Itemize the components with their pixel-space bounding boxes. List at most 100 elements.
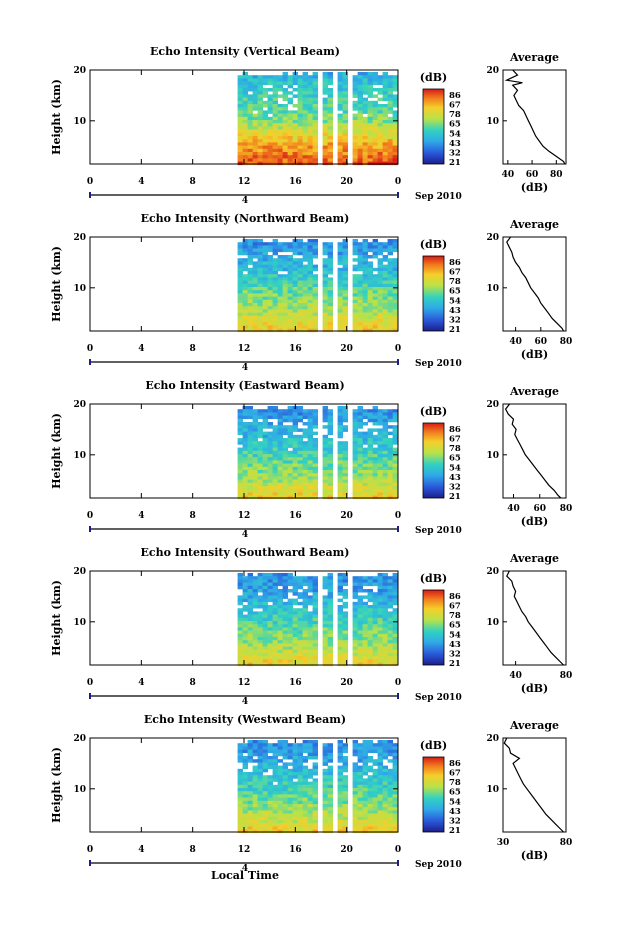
heatmap-cell	[247, 646, 253, 651]
heatmap-cell	[382, 778, 388, 782]
heatmap-cell	[262, 447, 268, 452]
heatmap-cell	[327, 823, 333, 827]
heatmap-cell	[342, 94, 348, 98]
heatmap-cell	[257, 303, 263, 307]
heatmap-cell	[342, 287, 348, 291]
heatmap-cell	[352, 605, 358, 609]
heatmap-cell	[247, 662, 253, 667]
heatmap-cell	[337, 592, 343, 596]
heatmap-cell	[247, 633, 253, 638]
heatmap-cell	[377, 261, 383, 265]
heatmap-cell	[267, 450, 273, 455]
heatmap-cell	[367, 759, 373, 763]
heatmap-cell	[277, 315, 283, 320]
heatmap-cell	[237, 585, 243, 590]
heatmap-cell	[237, 749, 243, 754]
heatmap-cell	[297, 813, 303, 818]
heatmap-cell	[297, 280, 303, 285]
heatmap-cell	[362, 158, 368, 162]
heatmap-cell	[247, 479, 253, 484]
heatmap-cell	[327, 598, 333, 603]
heatmap-cell	[352, 280, 358, 285]
heatmap-cell	[377, 582, 383, 587]
heatmap-cell	[342, 239, 348, 243]
heatmap-cell	[292, 129, 298, 134]
heatmap-cell	[302, 788, 308, 792]
heatmap-cell	[262, 113, 268, 118]
heatmap-cell	[327, 271, 333, 275]
heatmap-cell	[297, 315, 303, 320]
heatmap-cell	[342, 749, 348, 754]
heatmap-cell	[237, 614, 243, 619]
heatmap-cell	[257, 653, 263, 657]
heatmap-cell	[357, 88, 363, 92]
heatmap-cell	[362, 457, 368, 461]
heatmap-cell	[242, 322, 248, 326]
heatmap-cell	[267, 627, 273, 631]
heatmap-cell	[302, 274, 308, 278]
heatmap-cell	[252, 447, 258, 452]
heatmap-cell	[272, 425, 278, 429]
heatmap-cell	[292, 791, 298, 795]
heatmap-cell	[392, 75, 398, 79]
heatmap-cell	[247, 325, 253, 329]
colorbar-tick-label: 21	[449, 659, 461, 669]
heatmap-cell	[342, 116, 348, 121]
heatmap-cell	[282, 116, 288, 121]
heatmap-cell	[352, 649, 358, 654]
heatmap-cell	[292, 110, 298, 114]
heatmap-cell	[327, 595, 333, 599]
heatmap-cell	[382, 78, 388, 82]
heatmap-cell	[287, 120, 293, 124]
heatmap-cell	[277, 457, 283, 461]
heatmap-cell	[292, 299, 298, 304]
heatmap-cell	[257, 158, 263, 162]
heatmap-cell	[322, 309, 328, 313]
heatmap-cell	[322, 322, 328, 326]
heatmap-cell	[377, 444, 383, 448]
heatmap-cell	[267, 261, 273, 265]
heatmap-cell	[312, 155, 318, 159]
heatmap-cell	[342, 261, 348, 265]
heatmap-cell	[262, 454, 268, 458]
heatmap-cell	[337, 78, 343, 82]
heatmap-cell	[307, 431, 313, 436]
heatmap-cell	[302, 643, 308, 647]
heatmap-cell	[277, 759, 283, 763]
heatmap-cell	[237, 139, 243, 143]
heatmap-cell	[337, 107, 343, 111]
heatmap-cell	[262, 752, 268, 757]
heatmap-cell	[237, 788, 243, 792]
heatmap-cell	[362, 283, 368, 288]
heatmap-cell	[377, 315, 383, 320]
heatmap-cell	[302, 161, 308, 166]
heatmap-cell	[252, 656, 258, 660]
heatmap-cell	[352, 585, 358, 590]
heatmap-cell	[302, 749, 308, 754]
heatmap-cell	[342, 145, 348, 150]
heatmap-cell	[287, 829, 293, 834]
heatmap-cell	[257, 242, 263, 246]
heatmap-cell	[282, 258, 288, 262]
heatmap-cell	[387, 640, 393, 644]
heatmap-cell	[282, 264, 288, 269]
heatmap-cell	[377, 245, 383, 249]
heatmap-cell	[282, 328, 288, 333]
heatmap-cell	[267, 662, 273, 667]
heatmap-cell	[262, 248, 268, 253]
heatmap-cell	[337, 81, 343, 86]
heatmap-cell	[312, 816, 318, 821]
heatmap-cell	[242, 775, 248, 779]
heatmap-cell	[377, 804, 383, 808]
heatmap-cell	[247, 129, 253, 134]
heatmap-cell	[327, 756, 333, 760]
heatmap-cell	[277, 816, 283, 821]
heatmap-cell	[272, 624, 278, 628]
profile-line	[503, 737, 564, 833]
heatmap-cell	[377, 585, 383, 590]
heatmap-cell	[357, 255, 363, 259]
heatmap-cell	[337, 322, 343, 326]
heatmap-cell	[272, 271, 278, 275]
heatmap-cell	[292, 653, 298, 657]
heatmap-cell	[387, 415, 393, 420]
